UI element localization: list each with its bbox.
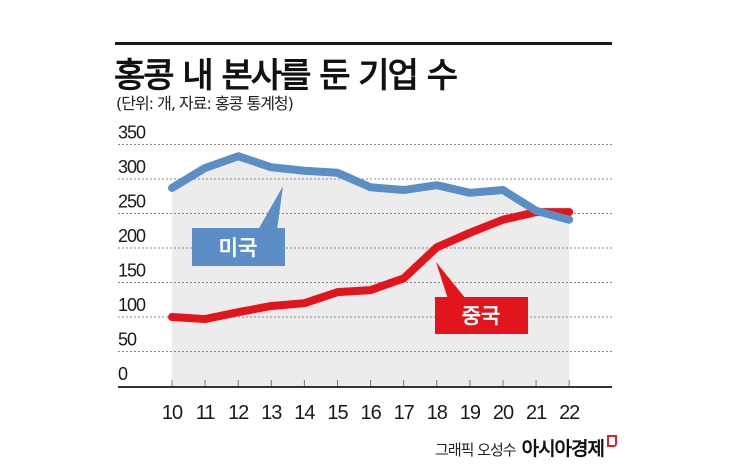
y-tick-label: 150 xyxy=(118,261,146,281)
y-tick-label: 0 xyxy=(118,364,128,384)
x-tick-label: 19 xyxy=(460,402,481,424)
x-tick-label: 21 xyxy=(526,402,547,424)
x-tick-label: 14 xyxy=(294,402,315,424)
credit-author: 그래픽 오성수 xyxy=(435,441,517,459)
y-tick-label: 50 xyxy=(118,330,137,350)
y-tick-label: 300 xyxy=(118,157,146,177)
top-rule xyxy=(115,42,612,45)
credit: 그래픽 오성수 아시아경제 xyxy=(435,434,617,461)
x-tick-label: 11 xyxy=(196,402,216,424)
y-tick-label: 250 xyxy=(118,192,146,212)
china-label: 중국 xyxy=(462,304,501,328)
x-tick-label: 18 xyxy=(427,402,448,424)
china-line xyxy=(168,208,574,324)
x-tick-label: 15 xyxy=(327,402,348,424)
x-tick-label: 17 xyxy=(394,402,415,424)
data-lines xyxy=(168,152,574,324)
chart-subtitle: (단위: 개, 자료: 홍콩 통계청) xyxy=(116,94,294,113)
us-callout: 미국 xyxy=(192,186,285,266)
y-axis-ticks: 0 50 100 150 200 250 300 350 xyxy=(118,123,147,385)
china-callout-pointer xyxy=(436,262,466,299)
brand-logo: 아시아경제 xyxy=(521,438,605,460)
china-callout: 중국 xyxy=(435,262,528,334)
us-line xyxy=(168,152,574,224)
x-tick-label: 22 xyxy=(559,402,580,424)
us-callout-pointer xyxy=(258,186,283,230)
y-tick-label: 100 xyxy=(118,295,146,315)
x-tick-label: 20 xyxy=(493,402,514,424)
china-callout-box xyxy=(435,297,528,334)
x-tick-label: 13 xyxy=(261,402,282,424)
brand-mark-icon xyxy=(607,435,617,447)
us-label: 미국 xyxy=(219,236,258,260)
y-tick-label: 350 xyxy=(118,123,146,143)
y-tick-label: 200 xyxy=(118,226,146,246)
x-tick-label: 10 xyxy=(162,402,183,424)
x-tick-label: 12 xyxy=(228,402,249,424)
chart-title: 홍콩 내 본사를 둔 기업 수 xyxy=(114,56,458,96)
us-callout-box xyxy=(192,228,285,266)
x-tick-label: 16 xyxy=(360,402,381,424)
x-axis: 10 11 12 13 14 15 16 17 18 19 20 21 22 xyxy=(118,380,612,424)
